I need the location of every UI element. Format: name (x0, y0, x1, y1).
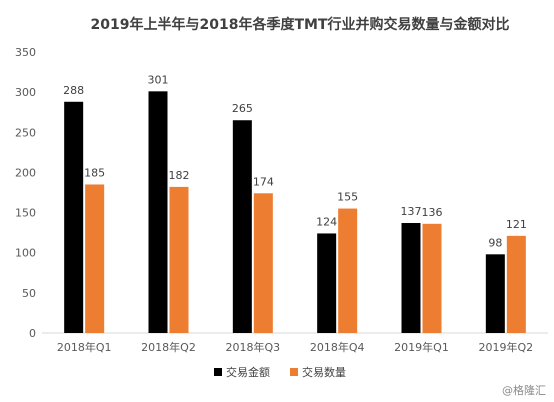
data-label: 155 (337, 191, 358, 204)
legend-label: 交易金额 (226, 365, 270, 379)
data-label: 182 (169, 169, 190, 182)
y-tick-label: 300 (15, 86, 36, 99)
bar (85, 184, 105, 333)
data-label: 185 (84, 166, 105, 179)
bar (401, 223, 421, 333)
y-tick-label: 150 (15, 207, 36, 220)
x-tick-label: 2018年Q1 (57, 340, 112, 354)
bar (64, 101, 84, 333)
legend-swatch (214, 368, 222, 376)
data-label: 124 (316, 215, 337, 228)
bar (169, 186, 189, 333)
y-tick-label: 100 (15, 247, 36, 260)
data-label: 265 (232, 102, 253, 115)
bar (506, 235, 526, 333)
bar (338, 208, 358, 333)
data-label: 136 (422, 206, 443, 219)
legend-label: 交易数量 (302, 365, 346, 379)
y-tick-label: 50 (22, 287, 36, 300)
data-label: 301 (148, 73, 169, 86)
x-tick-label: 2019年Q1 (394, 340, 449, 354)
bar (232, 120, 252, 333)
data-label: 121 (506, 218, 527, 231)
data-label: 98 (488, 236, 502, 249)
data-label: 288 (63, 84, 84, 97)
x-tick-label: 2018年Q2 (141, 340, 196, 354)
bar (148, 91, 168, 333)
y-tick-label: 200 (15, 166, 36, 179)
x-tick-label: 2018年Q4 (310, 340, 365, 354)
legend-swatch (290, 368, 298, 376)
y-tick-label: 250 (15, 126, 36, 139)
y-tick-label: 350 (15, 46, 36, 59)
y-tick-label: 0 (29, 327, 36, 340)
bar (253, 193, 273, 333)
data-label: 137 (401, 205, 422, 218)
x-tick-label: 2018年Q3 (226, 340, 281, 354)
watermark: @格隆汇 (502, 384, 546, 397)
bar (317, 233, 337, 333)
x-tick-label: 2019年Q2 (479, 340, 534, 354)
bar (422, 223, 442, 333)
data-label: 174 (253, 175, 274, 188)
chart-title: 2019年上半年与2018年各季度TMT行业并购交易数量与金额对比 (90, 17, 510, 33)
bar (485, 254, 505, 333)
